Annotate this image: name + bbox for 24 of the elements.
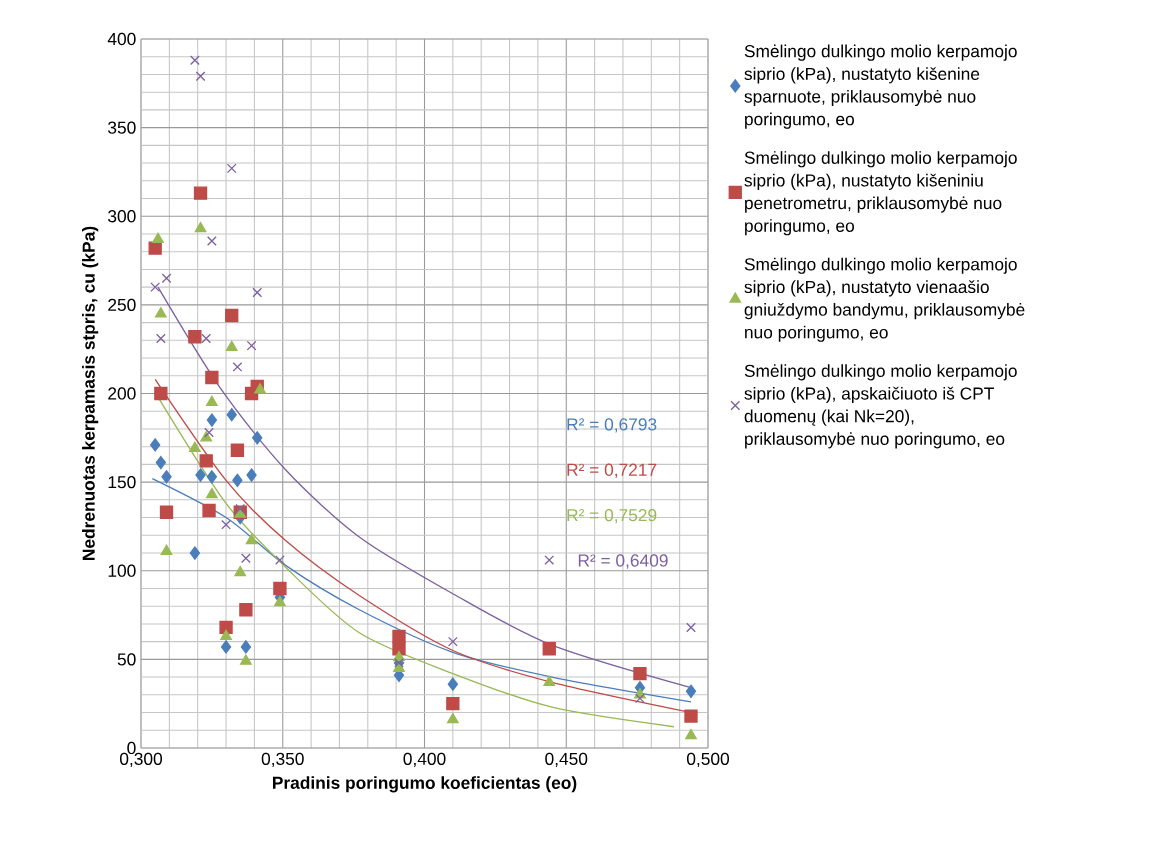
annotation: R² = 0,7217 (567, 463, 657, 478)
legend-label: Smėlingo dulkingo molio kerpamojo siprio (kPa), apskaičiuoto iš CPT duomenų (kai Nk=20), priklausomybė nuo poringumo, eo (744, 364, 1017, 449)
y-tick-label: 350 (108, 121, 136, 134)
y-axis-title: Nedrenuotas kerpamasis stpris, cu (kPa) (82, 226, 99, 560)
y-tick-label: 300 (108, 210, 136, 223)
legend-label: Smėlingo dulkingo molio kerpamojo siprio (kPa), nustatyto vienaašio gniuždymo bandymu, priklausomybė nuo poringumo, eo (744, 257, 1025, 342)
legend-label: Smėlingo dulkingo molio kerpamojo siprio (kPa), nustatyto kišenine sparnuote, priklausomybė nuo poringumo, eo (744, 44, 1017, 129)
legend-label: Smėlingo dulkingo molio kerpamojo siprio (kPa), nustatyto kišeniniu penetrometru, priklausomybė nuo poringumo, eo (744, 151, 1017, 236)
y-tick-label: 0 (127, 741, 136, 755)
y-tick-label: 50 (117, 653, 136, 666)
x-tick-label: 0,500 (686, 752, 730, 768)
y-tick-label: 100 (108, 564, 136, 577)
y-tick-label: 400 (107, 32, 136, 46)
x-tick-label: 0,300 (119, 752, 163, 768)
annotation: R² = 0,7529 (567, 508, 657, 524)
annotation: R² = 0,6793 (567, 418, 657, 433)
y-tick-label: 200 (108, 387, 136, 400)
x-tick-label: 0,450 (545, 752, 588, 768)
x-tick-label: 0,400 (403, 752, 446, 768)
annotation: R² = 0,6409 (578, 554, 668, 569)
y-tick-label: 150 (108, 475, 136, 489)
x-tick-label: 0,350 (261, 752, 304, 768)
x-axis-title: Pradinis poringumo koeficientas (eo) (273, 776, 577, 793)
y-tick-label: 250 (108, 298, 136, 311)
